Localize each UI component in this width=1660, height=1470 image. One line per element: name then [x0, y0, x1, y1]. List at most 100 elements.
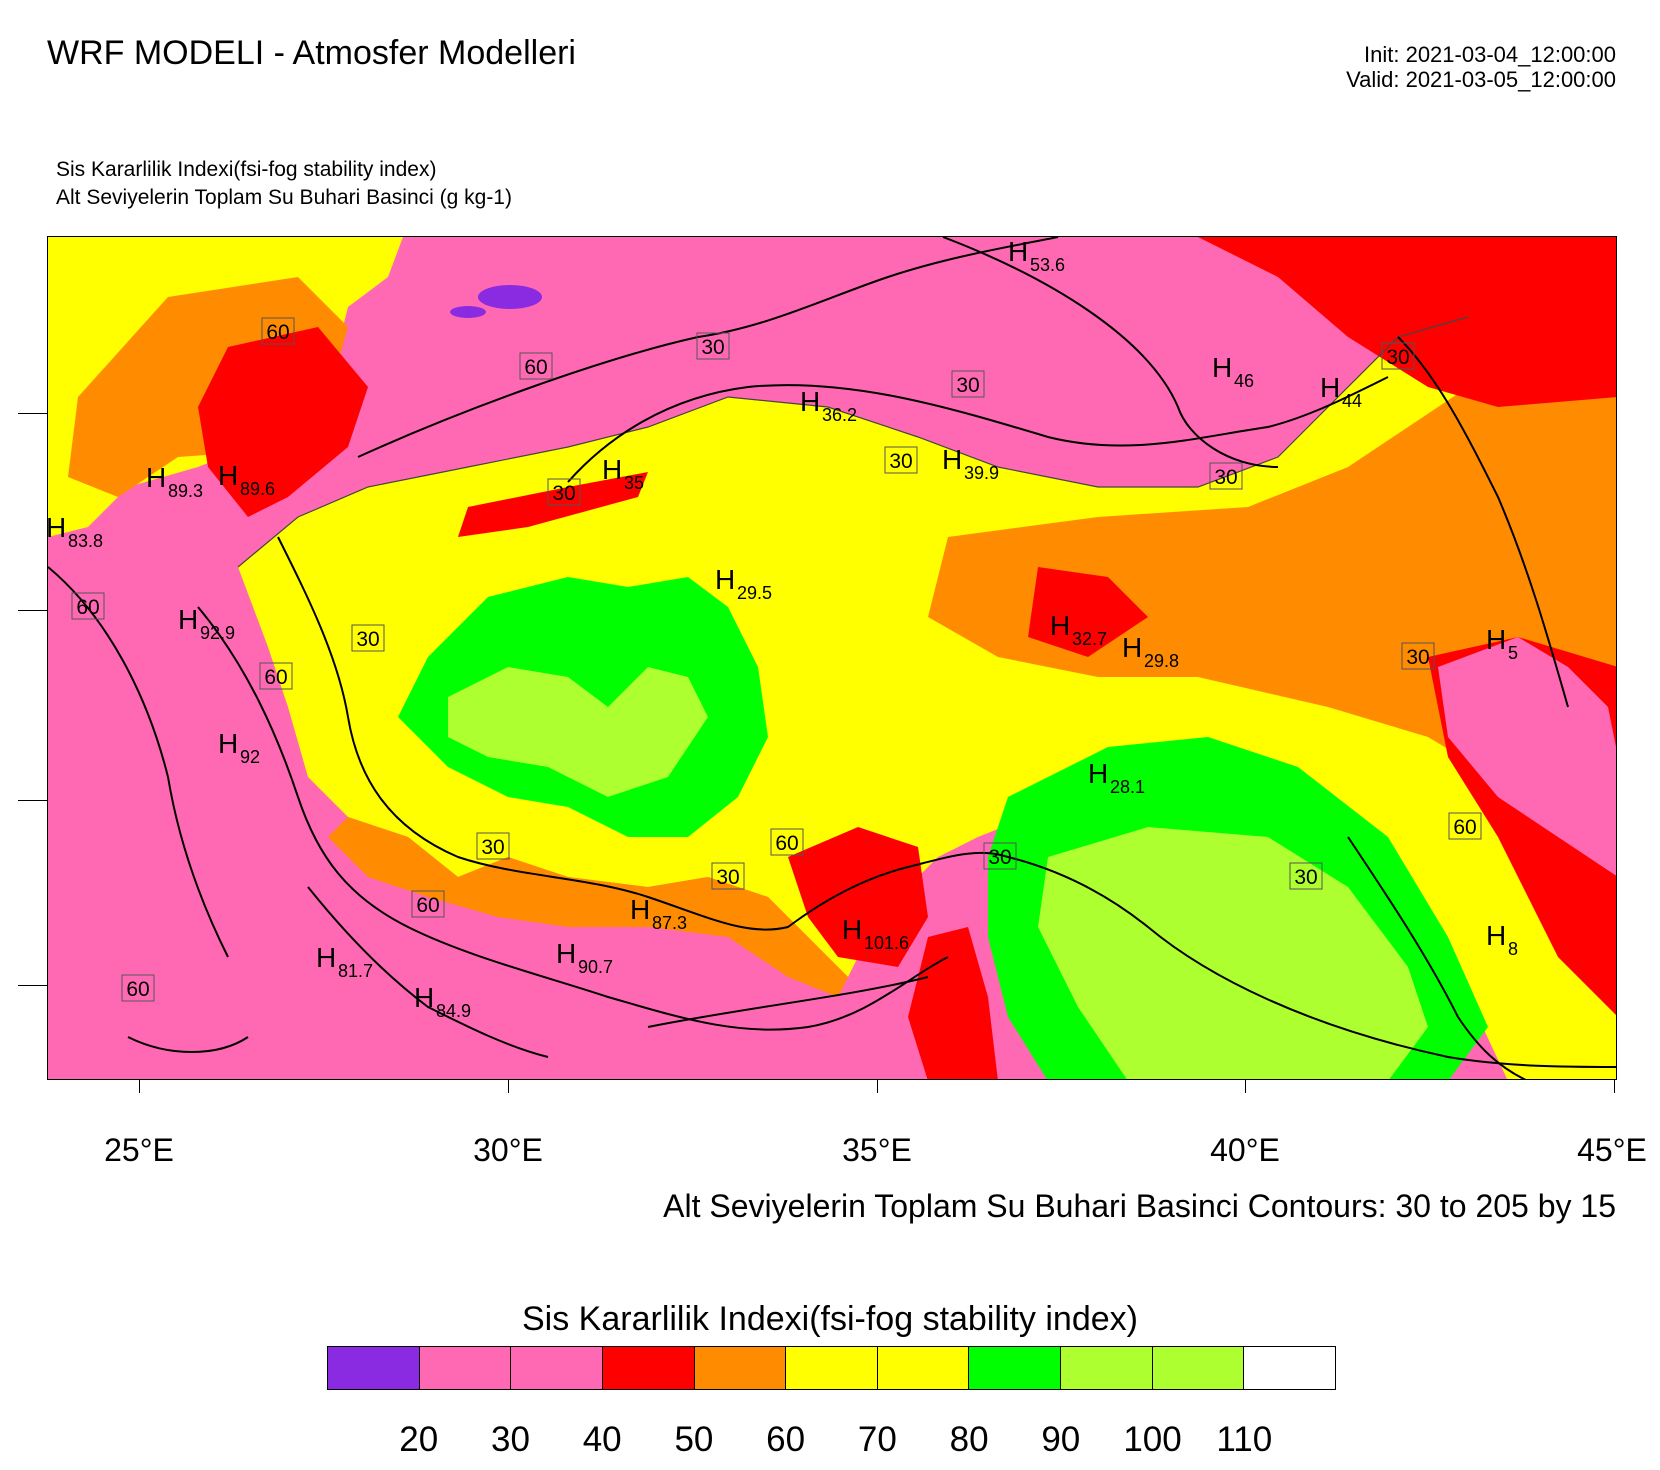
southeast-lightgreen — [1038, 827, 1428, 1079]
contour-line — [48, 566, 229, 958]
svg-text:101.6: 101.6 — [864, 933, 909, 953]
contour-lines — [48, 237, 1616, 1079]
high-marker: H 36.2 — [800, 386, 857, 425]
contour-label: 60 — [770, 828, 804, 856]
svg-text:5: 5 — [1508, 643, 1518, 663]
svg-text:H: H — [316, 942, 336, 973]
contour-label: 30 — [884, 446, 918, 474]
south-coast-orange — [328, 817, 848, 997]
colorbar-swatch — [602, 1347, 695, 1389]
svg-text:30: 30 — [1214, 466, 1237, 489]
colorbar-swatch — [511, 1347, 603, 1389]
lat-tick — [18, 610, 47, 611]
svg-text:H: H — [1486, 920, 1506, 951]
svg-text:83.8: 83.8 — [68, 531, 103, 551]
svg-text:60: 60 — [266, 321, 289, 344]
svg-text:30: 30 — [552, 482, 575, 505]
contour-label: 60 — [71, 592, 105, 620]
high-marker: H 92 — [218, 728, 260, 767]
page-title: WRF MODELI - Atmosfer Modelleri — [47, 34, 576, 72]
colorbar-label: 80 — [949, 1420, 989, 1459]
init-valid-times: Init: 2021-03-04_12:00:00 Valid: 2021-03… — [1346, 42, 1616, 92]
valid-time: Valid: 2021-03-05_12:00:00 — [1346, 67, 1616, 92]
high-marker: H 90.7 — [556, 938, 613, 977]
svg-text:H: H — [146, 462, 166, 493]
high-marker: H 89.3 — [146, 462, 203, 501]
lon-label-35: 35°E — [842, 1132, 912, 1168]
high-marker: H 92.9 — [178, 604, 235, 643]
colorbar-swatch — [1152, 1347, 1245, 1389]
svg-text:29.8: 29.8 — [1144, 651, 1179, 671]
svg-text:92: 92 — [240, 747, 260, 767]
contour-label: 30 — [1209, 462, 1243, 490]
coastline — [237, 316, 1469, 568]
contour-label: 30 — [696, 332, 730, 360]
east-red-3 — [1028, 567, 1148, 657]
svg-text:H: H — [1050, 610, 1070, 641]
lon-label-40: 40°E — [1210, 1132, 1280, 1168]
contour-note: Alt Seviyelerin Toplam Su Buhari Basinci… — [663, 1188, 1616, 1224]
contour-field-subtitle: Alt Seviyelerin Toplam Su Buhari Basinci… — [56, 186, 512, 209]
colorbar-swatch — [1061, 1347, 1153, 1389]
contour-label: 30 — [476, 832, 510, 860]
field-subtitle: Sis Kararlilik Indexi(fsi-fog stability … — [56, 158, 437, 181]
contour-label: 30 — [711, 862, 745, 890]
colorbar-swatch — [877, 1347, 970, 1389]
svg-text:60: 60 — [126, 978, 149, 1001]
svg-text:46: 46 — [1234, 371, 1254, 391]
svg-text:53.6: 53.6 — [1030, 255, 1065, 275]
svg-text:30: 30 — [1386, 346, 1409, 369]
svg-text:H: H — [800, 386, 820, 417]
levant-red — [908, 927, 998, 1079]
colorbar-swatch — [694, 1347, 787, 1389]
lat-tick — [18, 413, 47, 414]
svg-text:30: 30 — [356, 628, 379, 651]
lon-tick — [877, 1080, 878, 1093]
high-marker: H 89.6 — [218, 460, 275, 499]
colorbar-swatch — [786, 1347, 878, 1389]
colorbar-label: 70 — [857, 1420, 897, 1459]
colorbar-label: 50 — [674, 1420, 714, 1459]
contour-line — [942, 237, 1279, 468]
high-marker: H 39.9 — [942, 444, 999, 483]
svg-text:H: H — [942, 444, 962, 475]
contour-label: 30 — [951, 370, 985, 398]
svg-text:30: 30 — [716, 866, 739, 889]
contour-line — [127, 1036, 249, 1053]
high-marker: H 81.7 — [316, 942, 373, 981]
svg-text:H: H — [178, 604, 198, 635]
svg-text:29.5: 29.5 — [737, 583, 772, 603]
svg-text:30: 30 — [1406, 646, 1429, 669]
fsi-map: 60 60 30 30 30 30 30 30 60 30 60 30 60 30 60 30 60 60 30 30… — [48, 237, 1616, 1079]
contour-label: 30 — [547, 478, 581, 506]
svg-text:H: H — [1486, 624, 1506, 655]
svg-text:32.7: 32.7 — [1072, 629, 1107, 649]
lon-tick — [1614, 1080, 1615, 1093]
contour-label: 60 — [261, 317, 295, 345]
svg-text:89.6: 89.6 — [240, 479, 275, 499]
contour-label: 60 — [519, 352, 553, 380]
high-marker: H 44 — [1320, 372, 1362, 411]
lon-label-30: 30°E — [473, 1132, 543, 1168]
high-marker: H 84.9 — [414, 982, 471, 1021]
svg-text:H: H — [842, 914, 862, 945]
high-marker: H 32.7 — [1050, 610, 1107, 649]
colorbar-label: 110 — [1216, 1420, 1273, 1459]
svg-text:60: 60 — [416, 894, 439, 917]
lon-label-25: 25°E — [104, 1132, 174, 1168]
svg-text:60: 60 — [1453, 816, 1476, 839]
colorbar-swatch — [419, 1347, 512, 1389]
high-marker: H 53.6 — [1008, 237, 1065, 275]
contour-line — [357, 237, 1059, 458]
high-marker: H 46 — [1212, 352, 1254, 391]
colorbar-label: 100 — [1123, 1420, 1182, 1459]
purple-patch-2 — [450, 306, 486, 318]
colorbar-label: 30 — [490, 1420, 530, 1459]
svg-text:60: 60 — [775, 832, 798, 855]
colorbar-swatch — [1244, 1347, 1336, 1389]
svg-text:H: H — [1008, 237, 1028, 267]
svg-text:39.9: 39.9 — [964, 463, 999, 483]
colorbar-label: 60 — [766, 1420, 806, 1459]
